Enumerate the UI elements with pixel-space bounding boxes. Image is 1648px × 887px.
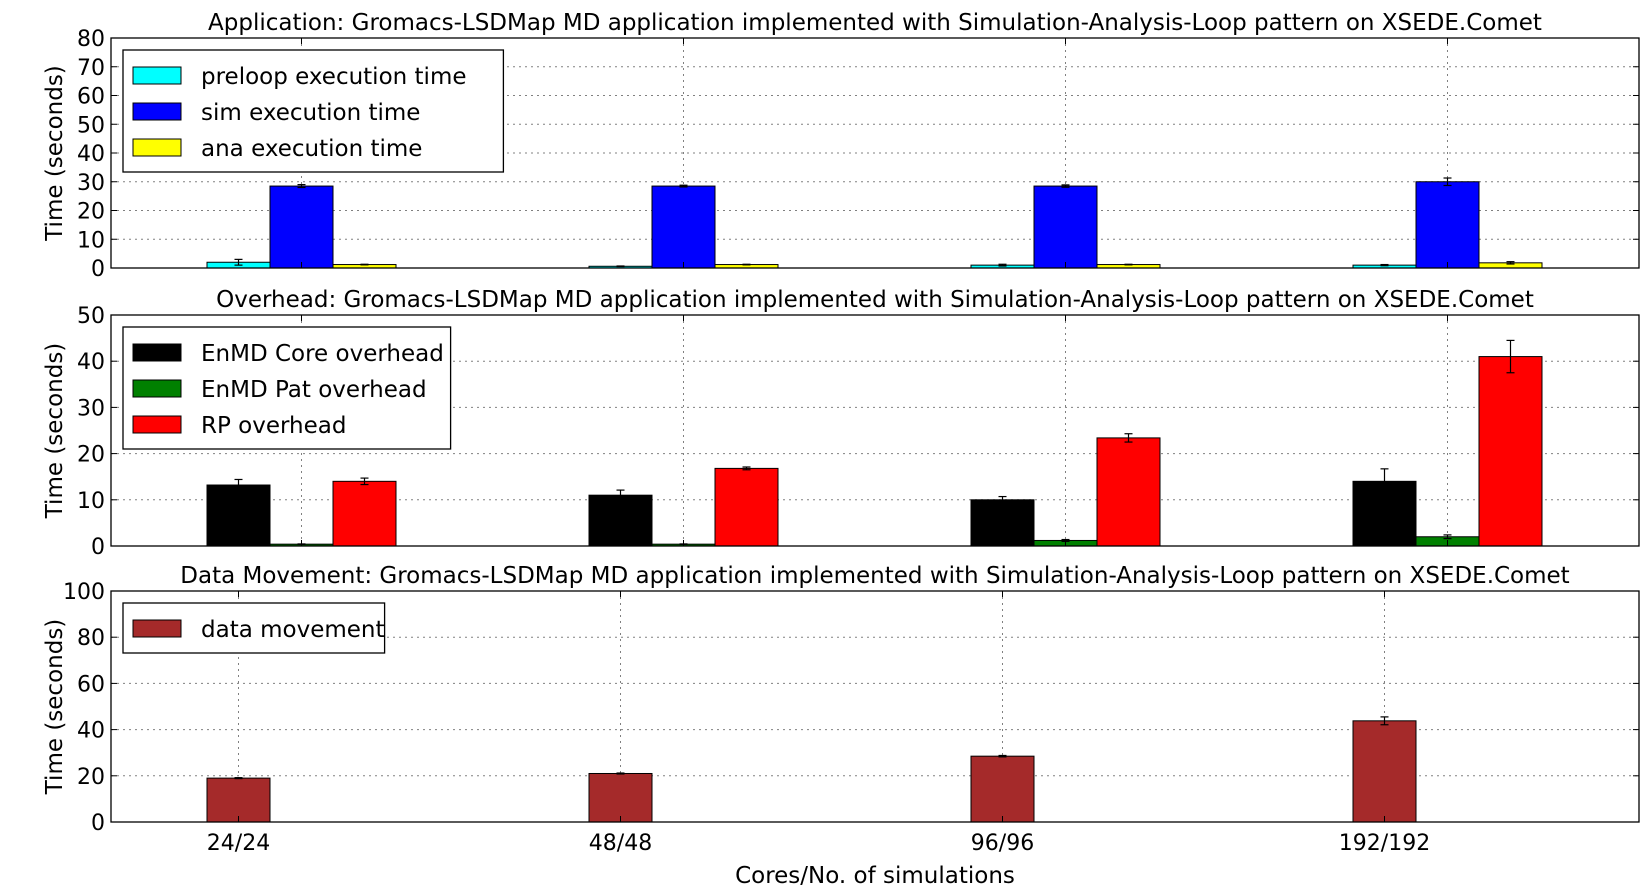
- legend-swatch: [132, 619, 182, 638]
- legend-label: data movement: [201, 617, 385, 643]
- plot-area: [110, 314, 1640, 547]
- grid: [111, 38, 1639, 268]
- legend-swatch: [132, 343, 182, 362]
- y-tick-label: 80: [77, 626, 105, 651]
- legend-label: preloop execution time: [201, 64, 467, 90]
- y-tick-label: 10: [77, 228, 105, 253]
- legend-box: [122, 49, 505, 173]
- chart-panel-3: 0 20 40 60 80 100 24/24 48/48 96/96 192/192 Data M…: [42, 563, 1640, 887]
- y-tick-label: 20: [77, 443, 105, 468]
- legend-label: EnMD Core overhead: [201, 341, 444, 367]
- legend-label: ana execution time: [201, 136, 422, 162]
- bar: [970, 499, 1035, 547]
- series-1: [206, 258, 1417, 269]
- y-tick-label: 0: [91, 535, 105, 560]
- x-tick-label: 48/48: [589, 831, 652, 856]
- y-tick-label: 60: [77, 672, 105, 697]
- legend: data movement: [122, 602, 386, 654]
- bar: [1033, 185, 1098, 269]
- legend-swatch: [132, 102, 182, 121]
- series-2: [269, 534, 1480, 547]
- y-tick-label: 100: [63, 580, 105, 605]
- bar: [206, 777, 271, 823]
- series-1: [206, 468, 1417, 547]
- y-tick-label: 0: [91, 811, 105, 836]
- x-axis-label: Cores/No. of simulations: [735, 863, 1015, 887]
- legend-swatch: [132, 66, 182, 85]
- legend-swatch: [132, 379, 182, 398]
- y-tick-label: 40: [77, 142, 105, 167]
- bar: [651, 185, 716, 269]
- y-axis-label: Time (seconds): [42, 343, 68, 520]
- series-3: [332, 339, 1543, 547]
- y-axis-label: Time (seconds): [42, 619, 68, 796]
- bar: [714, 467, 779, 547]
- bar: [206, 484, 271, 547]
- chart-panel-2: 0 10 20 30 40 50 Overhead: Gromacs-LSDMap MD a…: [42, 287, 1640, 560]
- y-tick-label: 40: [77, 719, 105, 744]
- y-tick-label: 30: [77, 171, 105, 196]
- bar: [1096, 437, 1161, 547]
- y-tick-label: 80: [77, 27, 105, 52]
- x-tick-label: 24/24: [207, 831, 270, 856]
- y-axis-label: Time (seconds): [42, 65, 68, 242]
- y-tick-label: 50: [77, 113, 105, 138]
- chart-title: Data Movement: Gromacs-LSDMap MD applica…: [180, 563, 1569, 589]
- legend-label: EnMD Pat overhead: [201, 377, 427, 403]
- legend: EnMD Core overhead EnMD Pat overhead RP ov…: [122, 326, 452, 450]
- legend-swatch: [132, 138, 182, 157]
- chart-panel-1: 0 10 20 30 40 50 60 70 80 Application: Gromacs-LS…: [42, 10, 1640, 282]
- y-tick-label: 30: [77, 396, 105, 421]
- legend-label: RP overhead: [201, 413, 346, 439]
- y-tick-label: 20: [77, 200, 105, 225]
- y-tick-label: 60: [77, 85, 105, 110]
- y-tick-label: 70: [77, 56, 105, 81]
- y-tick-label: 10: [77, 489, 105, 514]
- legend-swatch: [132, 415, 182, 434]
- bar: [332, 480, 397, 547]
- y-tick-label: 20: [77, 765, 105, 790]
- bar: [269, 185, 334, 269]
- legend-label: sim execution time: [201, 100, 420, 126]
- plot-area: [110, 590, 1640, 823]
- bar: [1352, 720, 1417, 823]
- y-tick-label: 0: [91, 257, 105, 282]
- bar: [1478, 356, 1543, 547]
- y-tick-label: 40: [77, 350, 105, 375]
- bar: [588, 772, 653, 823]
- legend: preloop execution time sim execution time…: [122, 49, 505, 173]
- chart-title: Overhead: Gromacs-LSDMap MD application …: [216, 287, 1534, 313]
- x-tick-label: 96/96: [971, 831, 1034, 856]
- bar: [588, 494, 653, 547]
- chart-title: Application: Gromacs-LSDMap MD applicati…: [208, 10, 1542, 36]
- bar: [1415, 181, 1480, 269]
- x-tick-label: 192/192: [1339, 831, 1430, 856]
- bar: [970, 755, 1035, 823]
- series-1: [206, 716, 1417, 823]
- y-tick-label: 50: [77, 304, 105, 329]
- series-2: [269, 177, 1480, 269]
